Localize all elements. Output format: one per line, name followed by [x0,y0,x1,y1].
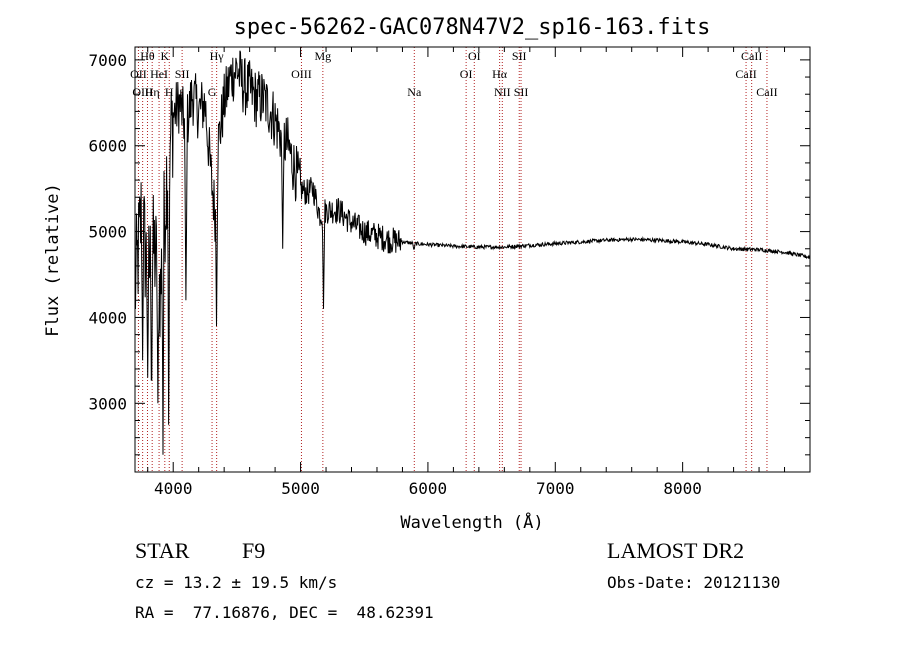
line-label-2: OII [130,67,147,81]
line-label-9: G [208,85,217,99]
spectral-line-markers [137,47,768,472]
x-axis-ticks: 4000 5000 6000 7000 8000 [147,47,786,498]
y-tick-label: 6000 [88,137,127,156]
x-tick-label: 6000 [409,479,448,498]
line-label-13: OI [468,49,481,63]
y-tick-label: 3000 [88,394,127,413]
y-tick-label: 5000 [88,223,127,242]
plot-frame [134,46,811,473]
spectrum-line [134,50,811,455]
line-label-0: Hθ [140,49,155,63]
line-label-10: Mg [315,49,332,63]
survey-name: LAMOST DR2 [607,538,745,563]
spectrum-series [134,50,811,455]
y-axis-label: Flux (relative) [43,183,63,337]
line-label-12: Na [407,85,422,99]
y-axis-ticks: 3000 4000 5000 6000 7000 [88,51,810,473]
line-label-15: Hα [492,67,508,81]
chart-title: spec-56262-GAC078N47V2_sp16-163.fits [234,15,711,40]
line-label-1: K [160,49,169,63]
line-label-6: Hη [145,85,160,99]
line-label-14: OI [460,67,473,81]
line-label-3: HeI [150,67,168,81]
line-label-20: CaII [735,67,756,81]
x-tick-label: 7000 [536,479,575,498]
line-label-11: OIII [291,67,312,81]
line-label-19: CaII [741,49,762,63]
line-label-5: OIII [132,85,153,99]
x-tick-label: 8000 [663,479,702,498]
line-label-7: H [165,85,174,99]
object-type: STAR [135,538,190,563]
line-label-8: Hγ [210,49,225,63]
y-tick-label: 4000 [88,308,127,327]
x-axis-label: Wavelength (Å) [400,511,543,533]
line-label-4: SII [175,67,190,81]
coordinates: RA = 77.16876, DEC = 48.62391 [135,603,434,622]
subclass: F9 [242,538,266,563]
x-tick-label: 4000 [154,479,193,498]
obs-date: Obs-Date: 20121130 [607,573,781,592]
line-label-21: CaII [756,85,777,99]
line-label-16: NII [494,85,511,99]
y-tick-label: 7000 [88,51,127,70]
redshift-cz: cz = 13.2 ± 19.5 km/s [135,573,338,592]
line-label-18: SII [514,85,529,99]
x-tick-label: 5000 [281,479,320,498]
line-label-17: SII [512,49,527,63]
